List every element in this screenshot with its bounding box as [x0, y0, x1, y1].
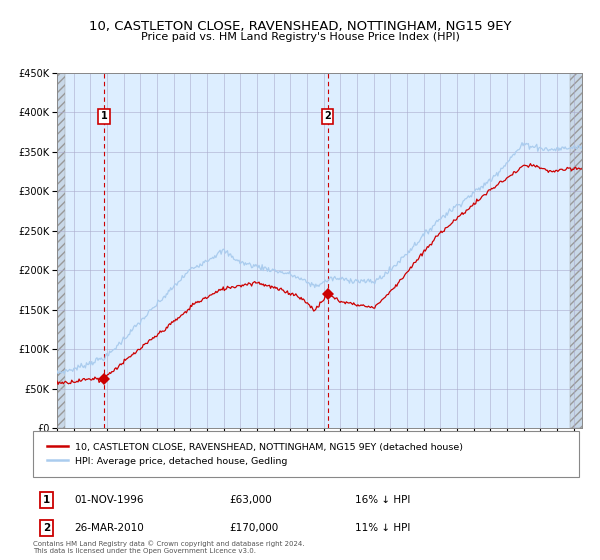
Legend: 10, CASTLETON CLOSE, RAVENSHEAD, NOTTINGHAM, NG15 9EY (detached house), HPI: Ave: 10, CASTLETON CLOSE, RAVENSHEAD, NOTTING…	[43, 438, 467, 470]
Text: 1: 1	[101, 111, 107, 122]
Text: 1: 1	[43, 494, 50, 505]
Text: Price paid vs. HM Land Registry's House Price Index (HPI): Price paid vs. HM Land Registry's House …	[140, 32, 460, 43]
Text: 2: 2	[43, 523, 50, 533]
Text: 2: 2	[324, 111, 331, 122]
Text: 10, CASTLETON CLOSE, RAVENSHEAD, NOTTINGHAM, NG15 9EY: 10, CASTLETON CLOSE, RAVENSHEAD, NOTTING…	[89, 20, 511, 32]
Bar	[571, 73, 595, 428]
Text: 26-MAR-2010: 26-MAR-2010	[74, 523, 144, 533]
Text: 01-NOV-1996: 01-NOV-1996	[74, 494, 143, 505]
Text: £170,000: £170,000	[230, 523, 279, 533]
Text: 11% ↓ HPI: 11% ↓ HPI	[355, 523, 410, 533]
Bar	[57, 73, 65, 428]
Text: £63,000: £63,000	[230, 494, 272, 505]
Text: 16% ↓ HPI: 16% ↓ HPI	[355, 494, 410, 505]
Text: Contains HM Land Registry data © Crown copyright and database right 2024.
This d: Contains HM Land Registry data © Crown c…	[33, 541, 305, 554]
